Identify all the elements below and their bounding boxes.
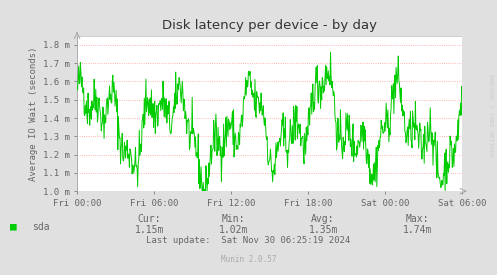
Title: Disk latency per device - by day: Disk latency per device - by day	[162, 19, 377, 32]
Text: Last update:  Sat Nov 30 06:25:19 2024: Last update: Sat Nov 30 06:25:19 2024	[147, 236, 350, 245]
Y-axis label: Average IO Wait (seconds): Average IO Wait (seconds)	[29, 46, 38, 181]
Text: 1.15m: 1.15m	[134, 225, 164, 235]
Text: Munin 2.0.57: Munin 2.0.57	[221, 255, 276, 264]
Text: 1.02m: 1.02m	[219, 225, 248, 235]
Text: ■: ■	[10, 222, 17, 232]
Text: sda: sda	[32, 222, 50, 232]
Text: Max:: Max:	[406, 214, 429, 224]
Text: 1.74m: 1.74m	[403, 225, 432, 235]
Text: Min:: Min:	[222, 214, 246, 224]
Text: 1.35m: 1.35m	[308, 225, 338, 235]
Text: Avg:: Avg:	[311, 214, 335, 224]
Text: Cur:: Cur:	[137, 214, 161, 224]
Text: RRDTOOL / TOBI OETIKER: RRDTOOL / TOBI OETIKER	[489, 74, 494, 157]
